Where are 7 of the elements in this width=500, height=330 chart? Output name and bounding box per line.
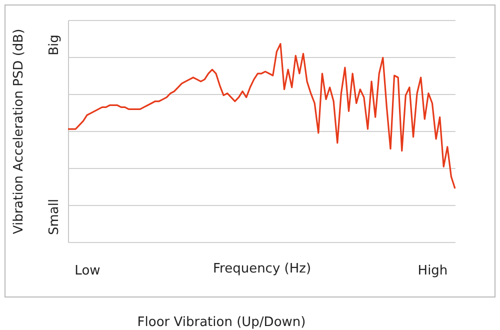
x-axis-title: Frequency (Hz) <box>212 262 312 276</box>
y-axis-title: Vibration Acceleration PSD (dB) <box>12 28 26 234</box>
x-tick-label: Low <box>74 264 101 278</box>
text: Big <box>47 34 62 56</box>
text: Small <box>47 198 62 236</box>
text: Floor Vibration (Up/Down) <box>137 315 306 330</box>
x-tick-label: High <box>418 264 448 278</box>
